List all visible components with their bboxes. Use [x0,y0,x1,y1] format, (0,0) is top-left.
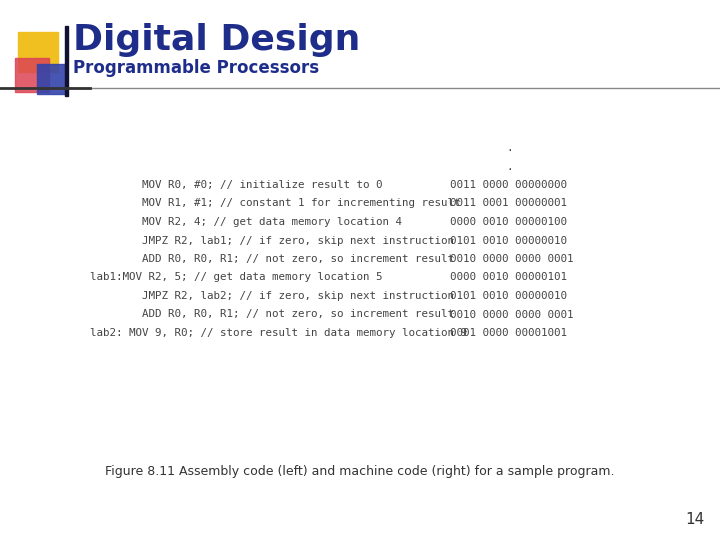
Text: lab2: MOV 9, R0; // store result in data memory location 9: lab2: MOV 9, R0; // store result in data… [90,328,467,338]
Bar [18,32,58,72]
Text: 14: 14 [685,512,705,528]
Text: 0010 0000 0000 0001: 0010 0000 0000 0001 [450,309,574,320]
Text: Figure 8.11 Assembly code (left) and machine code (right) for a sample program.: Figure 8.11 Assembly code (left) and mac… [105,465,615,478]
Text: ADD R0, R0, R1; // not zero, so increment result: ADD R0, R0, R1; // not zero, so incremen… [90,309,454,320]
Text: 0001 0000 00001001: 0001 0000 00001001 [450,328,567,338]
Text: MOV R0, #0; // initialize result to 0: MOV R0, #0; // initialize result to 0 [90,180,382,190]
Text: .: . [507,161,513,172]
Text: 0011 0000 00000000: 0011 0000 00000000 [450,180,567,190]
Text: 0101 0010 00000010: 0101 0010 00000010 [450,235,567,246]
Text: ADD R0, R0, R1; // not zero, so increment result: ADD R0, R0, R1; // not zero, so incremen… [90,254,454,264]
Text: JMPZ R2, lab2; // if zero, skip next instruction: JMPZ R2, lab2; // if zero, skip next ins… [90,291,454,301]
Text: 0101 0010 00000010: 0101 0010 00000010 [450,291,567,301]
Bar [15,58,49,92]
Text: Digital Design: Digital Design [73,23,361,57]
Text: 0000 0010 00000100: 0000 0010 00000100 [450,217,567,227]
Bar [37,64,67,94]
Text: lab1:MOV R2, 5; // get data memory location 5: lab1:MOV R2, 5; // get data memory locat… [90,273,382,282]
Text: MOV R2, 4; // get data memory location 4: MOV R2, 4; // get data memory location 4 [90,217,402,227]
Bar [65,26,68,96]
Text: .: . [507,143,513,153]
Text: Programmable Processors: Programmable Processors [73,59,319,77]
Text: JMPZ R2, lab1; // if zero, skip next instruction: JMPZ R2, lab1; // if zero, skip next ins… [90,235,454,246]
Text: 0000 0010 00000101: 0000 0010 00000101 [450,273,567,282]
Text: 0011 0001 00000001: 0011 0001 00000001 [450,199,567,208]
Text: 0010 0000 0000 0001: 0010 0000 0000 0001 [450,254,574,264]
Text: MOV R1, #1; // constant 1 for incrementing result: MOV R1, #1; // constant 1 for incrementi… [90,199,461,208]
